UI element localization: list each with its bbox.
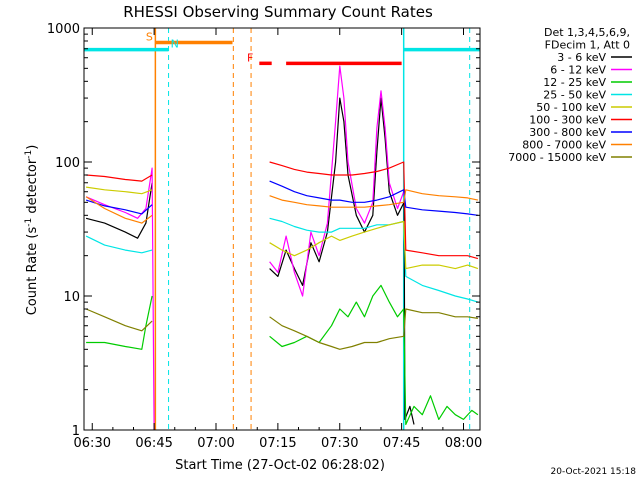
flag-label-0: S <box>146 30 153 43</box>
legend-label-3: 25 - 50 keV <box>543 89 606 102</box>
x-tick-label-0: 06:30 <box>74 436 111 451</box>
legend-label-4: 50 - 100 keV <box>536 101 606 114</box>
y-tick-label-1: 10 <box>63 290 80 305</box>
x-axis-label: Start Time (27-Oct-02 06:28:02) <box>175 458 385 473</box>
legend-label-0: 3 - 6 keV <box>557 51 606 64</box>
y-axis-label-part-3: ) <box>25 145 40 150</box>
x-tick-label-1: 06:45 <box>135 436 172 451</box>
legend-label-1: 6 - 12 keV <box>550 64 606 77</box>
x-tick-label-5: 07:45 <box>383 436 420 451</box>
series-line-3 <box>85 217 479 303</box>
series-line-4 <box>86 186 479 270</box>
legend-label-8: 7000 - 15000 keV <box>508 151 606 164</box>
legend-header-1: FDecim 1, Att 0 <box>545 39 630 52</box>
series-line-1 <box>85 65 405 431</box>
series-lines <box>85 65 479 431</box>
x-tick-label-2: 07:00 <box>197 436 234 451</box>
legend: Det 1,3,4,5,6,9,FDecim 1, Att 03 - 6 keV… <box>508 26 632 164</box>
legend-header-0: Det 1,3,4,5,6,9, <box>544 26 630 39</box>
series-line-7 <box>85 189 479 224</box>
legend-label-6: 300 - 800 keV <box>529 126 606 139</box>
plot-frame <box>83 27 481 431</box>
axis-ticks: 06:30 06:45 07:00 07:15 07:30 07:45 08:00 1 10 10… <box>47 22 482 451</box>
y-tick-label-2: 100 <box>55 156 80 171</box>
y-axis-label-part-2: detector <box>25 158 40 218</box>
x-tick-label-3: 07:15 <box>259 436 296 451</box>
y-axis-label-exp-1: -1 <box>24 218 34 227</box>
series-line-8 <box>85 308 478 350</box>
legend-label-7: 800 - 7000 keV <box>522 139 606 152</box>
x-tick-label-6: 08:00 <box>445 436 482 451</box>
flag-label-2: F <box>247 51 253 64</box>
series-line-0 <box>85 97 415 425</box>
legend-label-5: 100 - 300 keV <box>529 114 606 127</box>
x-tick-label-4: 07:30 <box>321 436 358 451</box>
chart-title: RHESSI Observing Summary Count Rates <box>123 3 433 21</box>
series-line-5 <box>86 161 479 260</box>
y-axis-label-part-1: Count Rate (s <box>25 227 40 316</box>
flag-label-1: N <box>171 38 179 51</box>
y-tick-label-0: 1 <box>72 424 80 439</box>
y-axis-label-exp-2: -1 <box>24 150 34 159</box>
timestamp: 20-Oct-2021 15:18 <box>551 467 637 477</box>
y-axis-label: Count Rate (s-1 detector-1) <box>24 145 40 316</box>
state-flags: S N F <box>84 30 480 66</box>
y-tick-label-3: 1000 <box>47 22 80 37</box>
legend-label-2: 12 - 25 keV <box>543 76 606 89</box>
